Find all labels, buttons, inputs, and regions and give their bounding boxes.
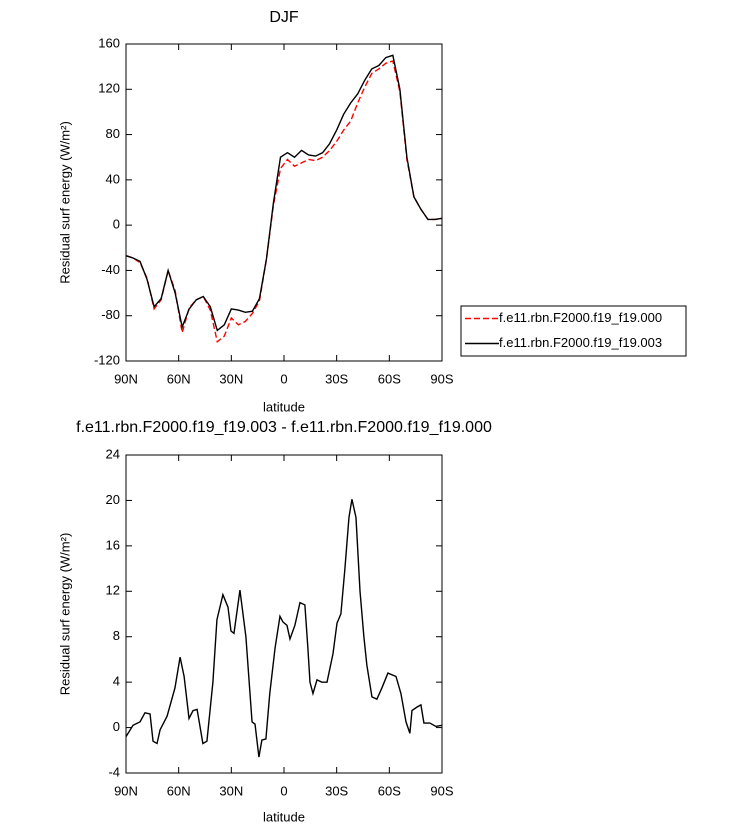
x-tick-label: 30N bbox=[219, 371, 243, 386]
y-tick-label: -4 bbox=[108, 764, 120, 779]
y-tick-label: 120 bbox=[98, 81, 120, 96]
x-axis-label: latitude bbox=[263, 399, 305, 414]
y-tick-label: 80 bbox=[106, 126, 120, 141]
x-tick-label: 90N bbox=[114, 783, 138, 798]
x-tick-label: 60S bbox=[378, 783, 401, 798]
y-tick-label: 0 bbox=[113, 719, 120, 734]
y-tick-label: 8 bbox=[113, 628, 120, 643]
y-tick-label: 16 bbox=[106, 537, 120, 552]
x-tick-label: 30N bbox=[219, 783, 243, 798]
legend-box bbox=[460, 305, 687, 357]
legend-label: f.e11.rbn.F2000.f19_f19.003 bbox=[499, 335, 662, 350]
plot-frame bbox=[125, 43, 443, 362]
y-tick-label: 0 bbox=[113, 217, 120, 232]
legend-label: f.e11.rbn.F2000.f19_f19.000 bbox=[499, 310, 662, 325]
x-axis-label: latitude bbox=[263, 809, 305, 824]
x-tick-label: 30S bbox=[325, 371, 348, 386]
x-tick-label: 60N bbox=[167, 783, 191, 798]
x-tick-label: 90N bbox=[114, 371, 138, 386]
y-tick-label: 4 bbox=[113, 674, 120, 689]
chart-title: DJF bbox=[269, 9, 299, 26]
x-tick-label: 90S bbox=[430, 371, 453, 386]
y-tick-label: 40 bbox=[106, 171, 120, 186]
y-tick-label: 160 bbox=[98, 35, 120, 50]
y-tick-label: 20 bbox=[106, 492, 120, 507]
x-tick-label: 30S bbox=[325, 783, 348, 798]
x-tick-label: 60N bbox=[167, 371, 191, 386]
data-line bbox=[125, 60, 443, 344]
x-tick-label: 60S bbox=[378, 371, 401, 386]
y-tick-label: -120 bbox=[94, 352, 120, 367]
y-tick-label: -40 bbox=[101, 262, 120, 277]
y-axis-label: Residual surf energy (W/m²) bbox=[57, 121, 72, 284]
x-tick-label: 90S bbox=[430, 783, 453, 798]
x-tick-label: 0 bbox=[280, 371, 287, 386]
y-tick-label: -80 bbox=[101, 307, 120, 322]
data-line bbox=[125, 54, 443, 332]
y-axis-label: Residual surf energy (W/m²) bbox=[57, 533, 72, 696]
x-tick-label: 0 bbox=[280, 783, 287, 798]
plot-frame bbox=[125, 454, 443, 774]
chart-title: f.e11.rbn.F2000.f19_f19.003 - f.e11.rbn.… bbox=[76, 419, 492, 436]
data-line bbox=[125, 499, 443, 758]
y-tick-label: 12 bbox=[106, 583, 120, 598]
y-tick-label: 24 bbox=[106, 446, 120, 461]
